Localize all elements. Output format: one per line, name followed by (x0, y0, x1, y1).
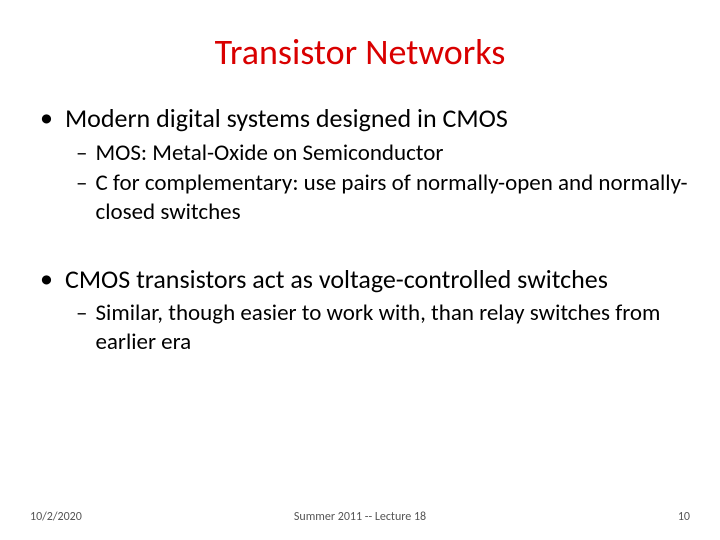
bullet-text: CMOS transistors act as voltage-controll… (65, 263, 608, 296)
bullet-sub-item: – MOS: Metal-Oxide on Semiconductor (76, 139, 690, 168)
bullet-dash-icon: – (76, 139, 87, 168)
slide-footer: 10/2/2020 Summer 2011 -- Lecture 18 10 (0, 510, 720, 524)
slide-title: Transistor Networks (30, 30, 690, 74)
bullet-dot-icon: • (40, 263, 53, 294)
slide-content: • Modern digital systems designed in CMO… (30, 102, 690, 357)
footer-date: 10/2/2020 (30, 510, 82, 524)
bullet-text: Similar, though easier to work with, tha… (95, 299, 690, 357)
bullet-text: MOS: Metal-Oxide on Semiconductor (95, 139, 443, 168)
bullet-item: • Modern digital systems designed in CMO… (36, 102, 690, 135)
footer-lecture: Summer 2011 -- Lecture 18 (294, 510, 426, 524)
bullet-dot-icon: • (40, 102, 53, 133)
slide: Transistor Networks • Modern digital sys… (0, 0, 720, 540)
footer-page-number: 10 (678, 510, 690, 524)
bullet-dash-icon: – (76, 169, 87, 198)
bullet-text: C for complementary: use pairs of normal… (95, 169, 690, 227)
bullet-sub-item: – Similar, though easier to work with, t… (76, 299, 690, 357)
bullet-item: • CMOS transistors act as voltage-contro… (36, 263, 690, 296)
bullet-sub-item: – C for complementary: use pairs of norm… (76, 169, 690, 227)
bullet-dash-icon: – (76, 299, 87, 328)
bullet-text: Modern digital systems designed in CMOS (65, 102, 508, 135)
spacer (36, 229, 690, 263)
